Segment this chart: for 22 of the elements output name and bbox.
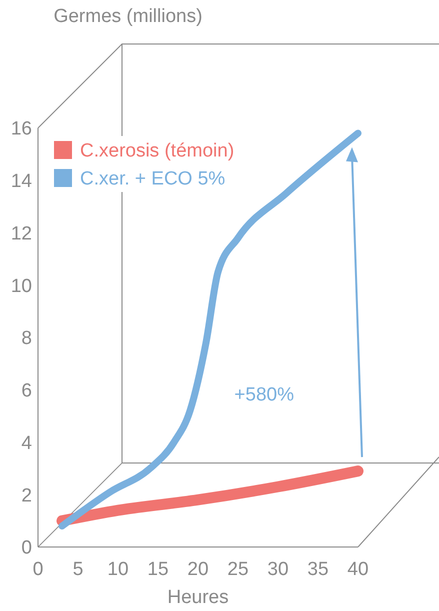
x-tick-label: 15 <box>147 559 169 580</box>
x-tick-label: 20 <box>187 559 209 580</box>
y-tick-label: 4 <box>21 432 32 454</box>
x-tick-label: 25 <box>227 559 249 580</box>
x-tick-label: 10 <box>107 559 129 580</box>
annotation: +580% <box>234 384 294 406</box>
y-tick-label: 6 <box>21 380 32 402</box>
y-tick-label: 16 <box>10 118 32 140</box>
x-tick-label: 40 <box>347 559 369 580</box>
y-tick-label: 12 <box>10 223 32 244</box>
x-tick-label: 5 <box>72 559 84 580</box>
x-tick-label: 35 <box>307 559 329 580</box>
y-axis-title: Germes (millions) <box>54 6 202 27</box>
y-tick-label: 0 <box>21 538 32 559</box>
y-tick-label: 2 <box>21 485 32 506</box>
legend-label: C.xer. + ECO 5% <box>80 168 226 190</box>
y-tick-label: 8 <box>21 328 32 350</box>
y-tick-label: 14 <box>10 171 32 192</box>
x-tick-label: 30 <box>267 559 289 580</box>
x-axis-title: Heures <box>167 587 229 608</box>
y-tick-label: 10 <box>10 276 32 297</box>
legend-label: C.xerosis (témoin) <box>80 140 234 162</box>
